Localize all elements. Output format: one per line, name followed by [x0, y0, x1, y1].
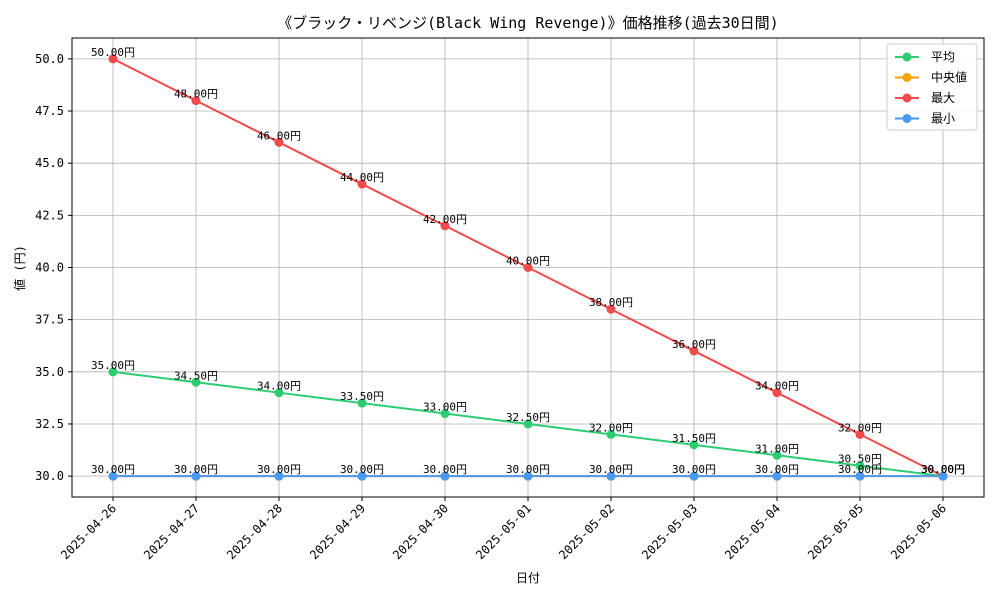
data-label: 30.00円: [921, 463, 965, 476]
data-point: [357, 398, 367, 408]
legend-label: 最小: [931, 112, 955, 126]
legend-box: [886, 43, 978, 131]
data-point: [357, 471, 367, 481]
data-point: [606, 429, 616, 439]
legend-swatch-marker: [902, 93, 912, 103]
data-point: [689, 471, 699, 481]
data-point: [191, 96, 201, 106]
data-point: [855, 429, 865, 439]
data-label: 30.00円: [174, 463, 218, 476]
data-label: 36.00円: [672, 338, 716, 351]
data-label: 30.00円: [506, 463, 550, 476]
data-point: [855, 471, 865, 481]
data-label: 32.50円: [506, 411, 550, 424]
data-label: 30.00円: [755, 463, 799, 476]
data-label: 38.00円: [589, 296, 633, 309]
data-point: [772, 471, 782, 481]
data-label: 30.00円: [921, 463, 965, 476]
data-label: 35.00円: [91, 359, 135, 372]
data-point: [523, 263, 533, 272]
data-label: 40.00円: [506, 255, 550, 268]
y-axis-ticks: 30.0 32.5 35.0 37.5 40.0 42.5 45.0 47.5 50.0: [35, 52, 72, 483]
data-point: [855, 461, 865, 471]
data-label: 32.00円: [589, 421, 633, 434]
y-tick-label: 45.0: [35, 156, 64, 170]
data-point: [606, 471, 616, 481]
data-point: [108, 54, 118, 64]
data-label: 42.00円: [423, 213, 467, 226]
y-tick-label: 40.0: [35, 261, 64, 275]
chart-title: 《ブラック・リベンジ(Black Wing Revenge)》価格推移(過去30…: [277, 14, 778, 32]
data-point: [108, 471, 118, 481]
data-label: 30.00円: [838, 463, 882, 476]
legend-swatch-marker: [902, 52, 912, 62]
data-label: 31.50円: [672, 432, 716, 445]
data-label: 34.50円: [174, 369, 218, 382]
data-label: 30.00円: [589, 463, 633, 476]
data-point: [191, 377, 201, 387]
series-layer: [108, 54, 948, 481]
y-tick-label: 50.0: [35, 52, 64, 66]
y-tick-label: 30.0: [35, 469, 64, 483]
data-label: 30.00円: [921, 463, 965, 476]
data-label: 34.00円: [257, 380, 301, 393]
data-label: 50.00円: [91, 46, 135, 59]
y-tick-label: 42.5: [35, 208, 64, 222]
legend-swatch-marker: [902, 73, 912, 82]
y-tick-label: 47.5: [35, 104, 64, 118]
data-label: 31.00円: [755, 442, 799, 455]
data-label: 44.00円: [340, 171, 384, 184]
data-label: 30.00円: [340, 463, 384, 476]
data-point: [440, 221, 450, 231]
data-point: [274, 471, 284, 481]
legend-swatch-marker: [902, 114, 912, 123]
data-point: [689, 440, 699, 450]
data-point: [606, 304, 616, 314]
y-axis-label: 値 (円): [12, 245, 27, 291]
data-point: [440, 409, 450, 419]
data-label: 34.00円: [755, 380, 799, 393]
data-point: [689, 346, 699, 356]
data-point: [772, 450, 782, 460]
data-label: 33.00円: [423, 401, 467, 414]
y-tick-label: 37.5: [35, 313, 64, 327]
data-label: 30.00円: [257, 463, 301, 476]
data-point: [523, 471, 533, 481]
data-point: [274, 388, 284, 398]
legend-label: 平均: [931, 50, 955, 64]
data-point: [357, 179, 367, 189]
data-label: 30.00円: [91, 463, 135, 476]
data-point: [523, 419, 533, 429]
data-point: [772, 388, 782, 398]
x-axis-label: 日付: [516, 571, 540, 585]
data-label: 30.50円: [838, 453, 882, 466]
data-label: 48.00円: [174, 88, 218, 101]
data-labels-layer: 35.00円 34.50円 34.00円 33.50円 33.00円 32.50円 32.0…: [91, 46, 965, 476]
data-label: 33.50円: [340, 390, 384, 403]
data-label: 30.00円: [423, 463, 467, 476]
data-label: 32.00円: [838, 421, 882, 434]
data-point: [440, 471, 450, 481]
data-point: [938, 471, 948, 481]
y-tick-label: 35.0: [35, 365, 64, 379]
y-tick-label: 32.5: [35, 417, 64, 431]
legend-label: 最大: [931, 91, 955, 105]
data-point: [191, 471, 201, 481]
data-label: 46.00円: [257, 129, 301, 142]
data-point: [274, 137, 284, 147]
data-label: 30.00円: [672, 463, 716, 476]
legend-label: 中央値: [931, 70, 967, 85]
data-point: [108, 367, 118, 377]
